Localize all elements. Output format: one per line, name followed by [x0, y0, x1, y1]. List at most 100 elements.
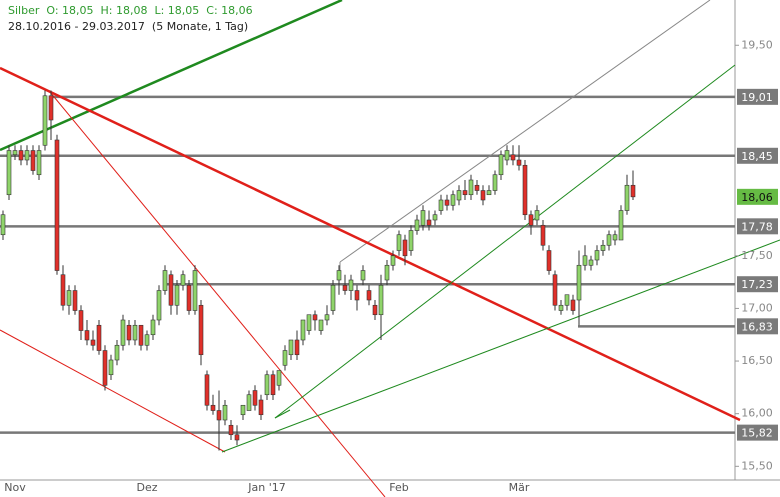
candle-body: [48, 95, 54, 121]
candle-body: [624, 184, 630, 211]
candle-body: [258, 399, 264, 416]
candle-body: [516, 159, 522, 166]
candle-body: [102, 350, 108, 386]
candle-body: [576, 264, 582, 301]
candle-body: [588, 259, 594, 266]
candle-body: [66, 290, 72, 306]
period-header: 28.10.2016 - 29.03.2017 (5 Monate, 1 Tag…: [8, 20, 249, 33]
candle-body: [186, 284, 192, 311]
candle-body: [570, 299, 576, 311]
candle-body: [24, 150, 30, 161]
candle-body: [216, 410, 222, 421]
candle-body: [486, 190, 492, 196]
candle-body: [78, 310, 84, 331]
level-box: [737, 88, 778, 105]
level-label: 17,23: [741, 278, 773, 291]
candle-body: [582, 255, 588, 266]
last-price-box: [737, 188, 778, 205]
trend-line: [49, 91, 386, 497]
level-label: 16,83: [741, 320, 773, 333]
candle-body: [72, 290, 78, 311]
candle-body: [366, 290, 372, 301]
candle-body: [114, 344, 120, 361]
candle-body: [192, 270, 198, 311]
candle-body: [564, 294, 570, 306]
candle-body: [390, 255, 396, 266]
candle-body: [504, 150, 510, 161]
candle-body: [276, 370, 282, 386]
candle-body: [18, 150, 24, 161]
candle-body: [96, 324, 102, 351]
level-label: 17,78: [741, 220, 773, 233]
y-tick-label: 15,50: [741, 459, 773, 472]
candle-body: [330, 284, 336, 311]
candle-body: [270, 374, 276, 396]
candles: [0, 90, 636, 451]
candle-body: [222, 404, 228, 421]
candle-body: [180, 274, 186, 286]
candle-body: [372, 304, 378, 316]
level-label: 19,01: [741, 91, 773, 104]
y-tick-label: 17,50: [741, 249, 773, 262]
candle-body: [534, 210, 540, 221]
candle-body: [132, 324, 138, 341]
candle-body: [378, 284, 384, 316]
candle-body: [90, 339, 96, 346]
candle-body: [528, 214, 534, 226]
level-label: 15,82: [741, 427, 773, 440]
candle-body: [174, 284, 180, 306]
level-label: 18,45: [741, 150, 773, 163]
candle-body: [450, 194, 456, 206]
candle-body: [348, 279, 354, 291]
candle-body: [0, 214, 6, 236]
candle-body: [492, 174, 498, 191]
candle-body: [30, 150, 36, 171]
trend-line: [0, 0, 343, 152]
level-box: [737, 218, 778, 235]
x-tick-label: Feb: [389, 481, 408, 494]
candle-body: [306, 314, 312, 331]
candle-body: [138, 324, 144, 346]
trend-line: [274, 409, 291, 419]
candle-body: [198, 304, 204, 356]
candle-body: [498, 154, 504, 176]
candle-body: [42, 95, 48, 146]
candle-body: [612, 234, 618, 241]
candle-body: [594, 250, 600, 261]
candle-body: [210, 404, 216, 411]
candle-body: [480, 190, 486, 201]
y-tick-label: 16,50: [741, 354, 773, 367]
candle-body: [282, 350, 288, 366]
trend-line: [339, 0, 711, 263]
candle-body: [324, 314, 330, 321]
candle-body: [444, 199, 450, 206]
candle-body: [150, 319, 156, 336]
trend-line: [274, 64, 736, 419]
candle-body: [294, 339, 300, 356]
candle-body: [468, 179, 474, 196]
candle-body: [162, 270, 168, 291]
candle-body: [558, 304, 564, 311]
candle-body: [252, 390, 258, 406]
candle-body: [384, 264, 390, 281]
candle-body: [618, 210, 624, 241]
candle-body: [426, 219, 432, 226]
candle-body: [168, 274, 174, 306]
candle-body: [606, 234, 612, 246]
candle-body: [360, 270, 366, 281]
candle-body: [456, 190, 462, 201]
candle-body: [120, 319, 126, 346]
candle-body: [300, 319, 306, 341]
trend-line: [0, 329, 226, 453]
candle-body: [438, 199, 444, 211]
candle-body: [600, 244, 606, 251]
candle-body: [354, 290, 360, 301]
candle-body: [474, 184, 480, 191]
candle-body: [264, 374, 270, 396]
trend-line: [0, 66, 741, 422]
candle-body: [126, 324, 132, 341]
x-tick-label: Mär: [509, 481, 530, 494]
candle-body: [156, 290, 162, 321]
